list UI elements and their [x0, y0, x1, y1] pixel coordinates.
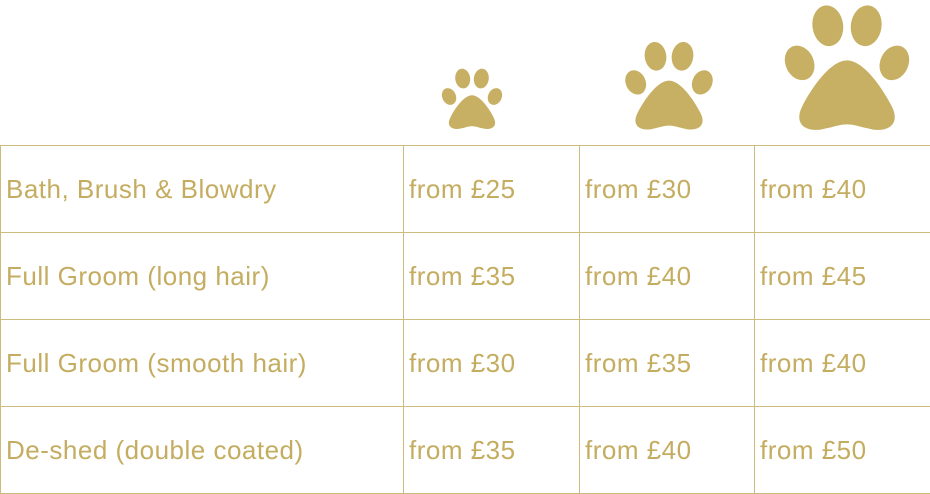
price: from £50	[754, 406, 930, 494]
paw-icon-large	[783, 3, 911, 133]
paw-icon-small	[441, 68, 503, 130]
price: from £35	[579, 319, 755, 407]
service-name: Full Groom (smooth hair)	[0, 319, 404, 407]
table-body: Bath, Brush & Blowdry from £25 from £30 fro…	[0, 145, 930, 494]
price: from £45	[754, 232, 930, 320]
paw-icon-medium	[624, 40, 714, 132]
service-name: Full Groom (long hair)	[0, 232, 404, 320]
price: from £40	[754, 319, 930, 407]
service-name: De-shed (double coated)	[0, 406, 404, 494]
price: from £30	[403, 319, 580, 407]
price: from £40	[579, 232, 755, 320]
table-row: Full Groom (long hair) from £35 from £40 fr…	[0, 232, 930, 320]
table-row: Bath, Brush & Blowdry from £25 from £30 fro…	[0, 145, 930, 233]
price: from £35	[403, 232, 580, 320]
price: from £25	[403, 145, 580, 233]
table-row: Full Groom (smooth hair) from £30 from £35…	[0, 319, 930, 407]
price: from £40	[754, 145, 930, 233]
price: from £35	[403, 406, 580, 494]
service-name: Bath, Brush & Blowdry	[0, 145, 404, 233]
table-row: De-shed (double coated) from £35 from £40 f…	[0, 406, 930, 494]
price-table: Bath, Brush & Blowdry from £25 from £30 fro…	[0, 145, 930, 494]
price: from £40	[579, 406, 755, 494]
price: from £30	[579, 145, 755, 233]
